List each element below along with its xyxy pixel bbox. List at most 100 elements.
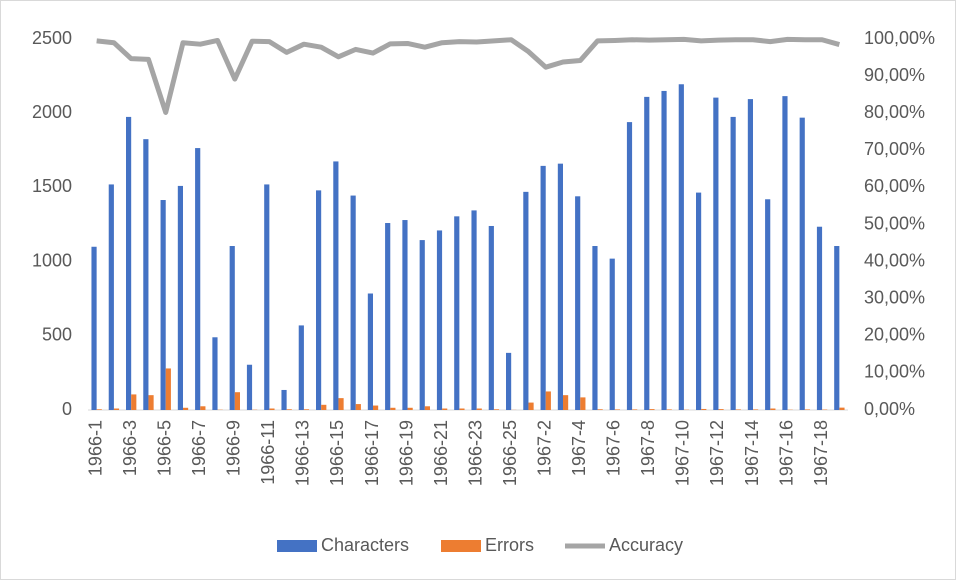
x-tick-label: 1966-21 [431,420,451,486]
bar [528,402,534,410]
bar [506,352,512,410]
legend-label: Characters [321,535,409,555]
bar [632,409,638,410]
bar [442,408,448,410]
x-tick-label: 1967-16 [776,420,796,486]
bar [597,409,603,410]
bar [523,191,529,410]
bar [471,210,477,410]
bar [592,246,598,410]
bar [385,223,391,410]
bar [367,293,373,410]
x-tick-label: 1966-7 [189,420,209,476]
bar [234,392,240,410]
x-tick-label: 1967-6 [604,420,624,476]
y2-tick-label: 0,00% [864,399,915,419]
line [96,36,841,115]
x-tick-label: 1966-5 [154,420,174,476]
y2-tick-label: 10,00% [864,362,925,382]
bar [563,395,569,410]
bar [678,84,684,411]
bar [713,97,719,411]
x-tick-label: 1966-13 [293,420,313,486]
bar [476,408,482,410]
bar [96,409,102,410]
bar [183,407,189,410]
legend-label: Errors [485,535,534,555]
x-tick-label: 1966-15 [327,420,347,486]
x-tick-label: 1966-23 [465,420,485,486]
bar [126,116,132,410]
bar [580,397,586,410]
bar [286,409,292,410]
bar [644,96,650,410]
y2-tick-label: 80,00% [864,102,925,122]
bar [839,407,845,410]
bar [281,389,287,410]
x-tick-label: 1967-10 [673,420,693,486]
bar [765,199,771,410]
bar [609,258,615,410]
y-tick-label: 1000 [32,250,72,270]
x-tick-label: 1966-3 [120,420,140,476]
bar [419,240,425,410]
x-tick-label: 1967-12 [707,420,727,486]
bar [160,200,166,410]
bar [148,395,154,410]
bar [390,407,396,410]
bar [91,246,97,410]
bar [229,246,235,410]
bar [816,226,823,410]
y2-tick-label: 40,00% [864,250,925,270]
x-tick-label: 1966-19 [396,420,416,486]
bar [316,190,322,410]
y-tick-label: 2500 [32,28,72,48]
x-tick-label: 1967-4 [569,420,589,476]
y2-tick-label: 50,00% [864,213,925,233]
bar [666,409,672,410]
bar [407,407,413,410]
bar [355,404,361,410]
bar [545,391,551,410]
bar [165,368,171,410]
bar [195,148,201,410]
bar [701,408,707,410]
bar [321,404,327,410]
x-tick-label: 1967-2 [534,420,554,476]
bar [373,405,379,410]
bar [350,195,356,410]
x-tick-label: 1966-25 [500,420,520,486]
bar [753,409,759,410]
x-tick-label: 1967-18 [811,420,831,486]
bar [696,192,702,410]
bar [649,409,655,410]
y2-tick-label: 20,00% [864,325,925,345]
y-tick-label: 1500 [32,176,72,196]
bar [269,408,275,410]
bar [402,220,408,410]
bar [264,184,270,410]
bar [834,246,840,410]
bar [454,216,460,410]
bar [131,394,137,410]
bar [212,337,218,410]
y-tick-label: 0 [62,399,72,419]
bar [557,163,563,410]
bar [333,161,339,410]
x-tick-label: 1966-11 [258,420,278,485]
bar [575,196,581,410]
bar [298,325,304,410]
bar [730,116,736,410]
y2-tick-label: 60,00% [864,176,925,196]
bar [799,117,805,410]
x-tick-label: 1966-1 [85,420,105,476]
bar [303,409,310,410]
bar [246,364,253,410]
bar [177,185,183,410]
bar [493,409,500,410]
bar [804,409,810,410]
bar [747,99,753,411]
bar [626,122,633,410]
bar [459,408,465,410]
